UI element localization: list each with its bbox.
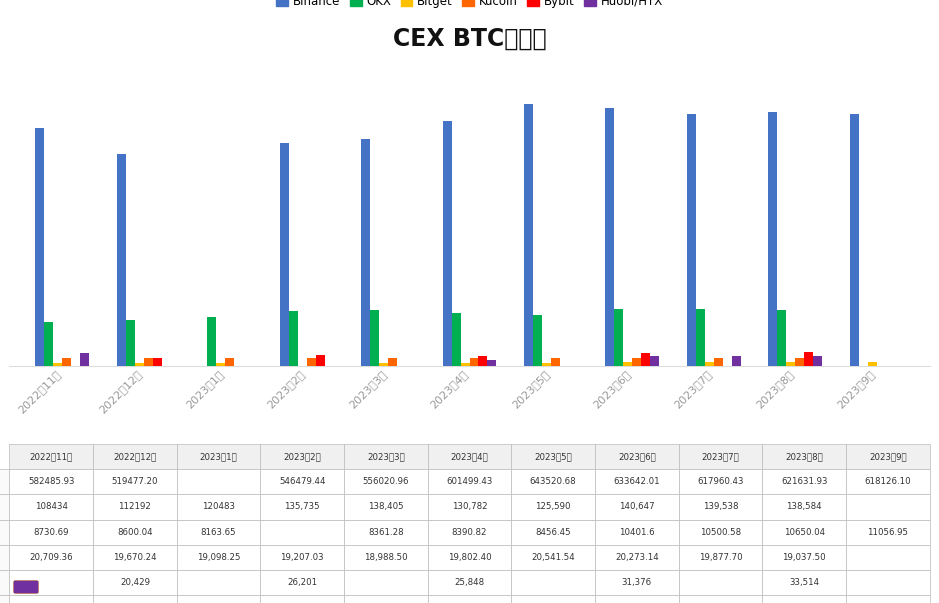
Bar xyxy=(768,113,777,366)
Bar xyxy=(487,359,497,366)
Bar xyxy=(696,309,705,366)
Bar xyxy=(731,356,741,366)
Bar xyxy=(14,581,37,592)
Bar xyxy=(44,322,54,366)
Bar xyxy=(36,128,44,366)
Bar xyxy=(479,356,487,366)
Bar xyxy=(714,358,723,366)
Bar xyxy=(153,358,162,366)
Bar xyxy=(542,362,551,366)
Bar xyxy=(623,362,632,366)
Bar xyxy=(524,104,533,366)
Bar xyxy=(606,107,614,366)
Bar xyxy=(804,352,813,366)
Bar xyxy=(687,114,696,366)
Bar xyxy=(632,358,641,366)
Bar xyxy=(452,313,460,366)
Bar xyxy=(705,362,714,366)
Bar xyxy=(551,358,560,366)
Bar xyxy=(216,363,225,366)
Bar xyxy=(442,121,452,366)
Bar xyxy=(370,309,379,366)
Bar xyxy=(795,358,804,366)
Bar xyxy=(470,358,479,366)
Bar xyxy=(614,309,623,366)
Bar xyxy=(225,358,234,366)
Bar xyxy=(533,315,542,366)
Bar xyxy=(813,356,823,366)
Bar xyxy=(362,139,370,366)
Bar xyxy=(379,362,388,366)
Legend: Binance, OKX, Bitget, Kucoin, Bybit, Huobi/HTX: Binance, OKX, Bitget, Kucoin, Bybit, Huo… xyxy=(271,0,668,13)
Bar xyxy=(208,317,216,366)
Bar xyxy=(144,358,153,366)
Bar xyxy=(777,309,786,366)
Bar xyxy=(460,362,470,366)
Bar xyxy=(868,362,877,366)
Bar xyxy=(80,353,89,366)
Bar xyxy=(54,362,62,366)
Bar xyxy=(14,581,37,592)
Bar xyxy=(288,311,298,366)
Bar xyxy=(307,358,316,366)
Bar xyxy=(641,353,651,366)
Bar xyxy=(14,581,37,592)
Text: CEX BTC储备量: CEX BTC储备量 xyxy=(393,27,546,51)
Bar xyxy=(388,358,397,366)
Bar xyxy=(14,581,37,592)
Bar xyxy=(316,355,325,366)
Bar xyxy=(651,356,659,366)
Bar xyxy=(850,114,859,366)
Bar xyxy=(280,143,288,366)
Bar xyxy=(126,320,135,366)
Bar xyxy=(62,358,71,366)
Bar xyxy=(14,581,37,592)
Bar xyxy=(786,362,795,366)
Bar xyxy=(14,581,37,592)
Bar xyxy=(116,154,126,366)
Bar xyxy=(135,362,144,366)
